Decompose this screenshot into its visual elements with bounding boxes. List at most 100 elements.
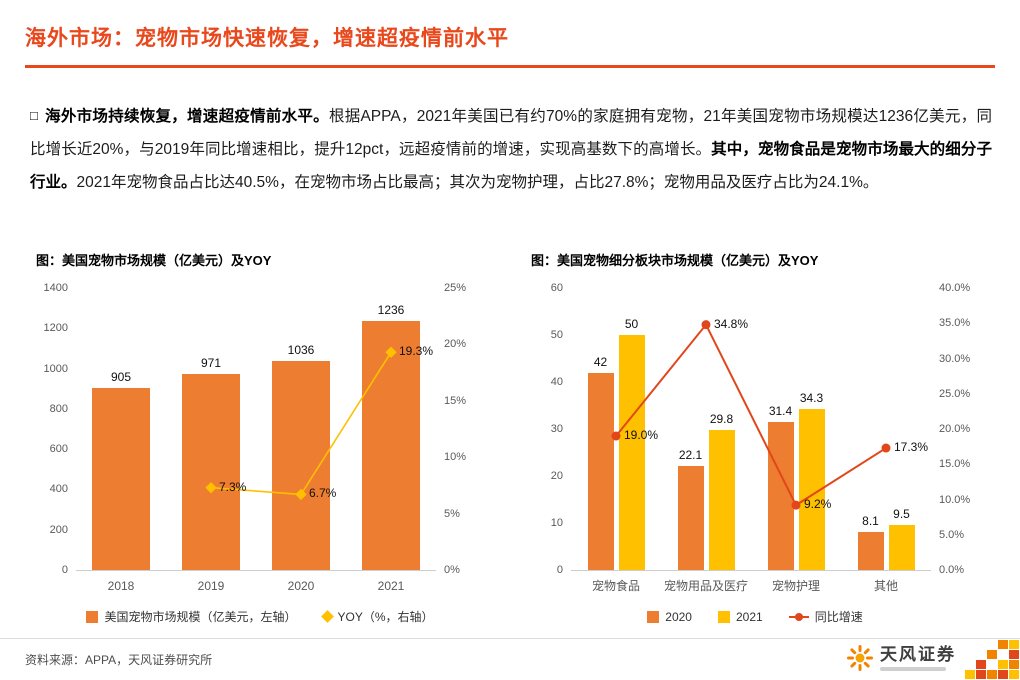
logo-subtext xyxy=(880,666,946,671)
y-axis-left-tick: 20 xyxy=(550,470,563,482)
x-category-label: 2020 xyxy=(287,579,315,593)
logo-text-block: 天风证券 xyxy=(880,644,956,671)
y-axis-left-tick: 30 xyxy=(550,423,563,435)
chart-legend: 美国宠物市场规模（亿美元，左轴） YOY（%，右轴） xyxy=(30,608,490,625)
line-value-label: 34.8% xyxy=(714,316,749,331)
legend-label: 美国宠物市场规模（亿美元，左轴） xyxy=(104,610,297,624)
y-axis-left-tick: 800 xyxy=(49,402,68,415)
x-category-label: 2018 xyxy=(107,579,135,593)
chart-title: 图：美国宠物市场规模（亿美元）及YOY xyxy=(36,253,272,268)
bar xyxy=(708,429,735,570)
bar-value-label: 42 xyxy=(593,354,608,369)
chart-title: 图：美国宠物细分板块市场规模（亿美元）及YOY xyxy=(531,253,819,268)
legend-square-swatch xyxy=(717,610,730,623)
corner-mosaic-decoration xyxy=(965,640,1019,679)
y-axis-right-tick: 5.0% xyxy=(939,528,965,541)
line-value-label: 9.2% xyxy=(804,497,832,512)
bar xyxy=(587,372,614,570)
y-axis-right-tick: 20% xyxy=(444,338,467,351)
chart-us-pet-segments: 图：美国宠物细分板块市场规模（亿美元）及YOY 0 10 20 30 40 50 60 0.0… xyxy=(525,250,985,628)
x-category-label: 宠物食品 xyxy=(591,579,640,593)
line-value-label: 19.3% xyxy=(399,344,434,359)
y-axis-right-tick: 10% xyxy=(444,451,467,464)
x-axis-line xyxy=(76,570,436,571)
bar-value-label: 50 xyxy=(624,317,639,331)
x-category-label: 宠物护理 xyxy=(771,579,820,593)
line-value-label: 7.3% xyxy=(219,479,247,494)
y-axis-left-tick: 50 xyxy=(550,329,563,341)
y-axis-right-tick: 25% xyxy=(444,282,467,294)
y-axis-left-tick: 60 xyxy=(550,282,563,294)
chart-us-pet-market-size: 图：美国宠物市场规模（亿美元）及YOY 0 200 400 600 800 1000 120… xyxy=(30,250,490,628)
y-axis-right-tick: 15% xyxy=(444,394,467,407)
y-axis-right-tick: 30.0% xyxy=(939,352,971,365)
legend-label: 同比增速 xyxy=(814,610,863,624)
source-note: 资料来源：APPA，天风证券研究所 xyxy=(25,653,213,667)
legend-diamond-marker xyxy=(320,610,334,623)
legend-item: 2021 xyxy=(717,609,763,624)
x-category-label: 其他 xyxy=(873,579,898,593)
summary-text-2: 2021年宠物食品占比达40.5%，在宠物市场占比最高；其次为宠物护理，占比27… xyxy=(76,174,879,191)
y-axis-left-tick: 0 xyxy=(556,564,563,576)
bar xyxy=(888,525,915,570)
bar xyxy=(857,531,884,570)
x-category-label: 2021 xyxy=(377,579,405,593)
bar-value-label: 905 xyxy=(110,369,132,384)
summary-bold-2: 其中，宠物食品是宠物市场最大的细分子行业。 xyxy=(30,141,992,191)
y-axis-right-tick: 10.0% xyxy=(939,493,971,506)
legend-item: 美国宠物市场规模（亿美元，左轴） xyxy=(86,608,297,625)
bar-value-label: 1236 xyxy=(377,303,405,318)
y-axis-left-tick: 10 xyxy=(550,517,563,529)
chart-plot-area: 0 200 400 600 800 1000 1200 1400 0% 5% 10% 15% 20% 25… xyxy=(30,250,490,628)
chart-plot-area: 0 10 20 30 40 50 60 0.0% 5.0% 10.0% 15.0% 20.0% 25.0… xyxy=(525,250,985,628)
chart-legend: 2020 2021 同比增速 xyxy=(525,608,985,625)
bar-value-label: 8.1 xyxy=(862,513,879,528)
legend-label: YOY（%，右轴） xyxy=(337,610,434,624)
y-axis-right-tick: 5% xyxy=(444,507,460,520)
bar-value-label: 34.3 xyxy=(799,390,824,405)
legend-line-marker xyxy=(788,612,809,621)
y-axis-right-tick: 15.0% xyxy=(939,458,971,471)
legend-label: 2020 xyxy=(665,609,692,624)
summary-bold-1: 海外市场持续恢复，增速超疫情前水平。 xyxy=(45,108,329,125)
y-axis-left-tick: 1200 xyxy=(43,322,68,335)
circle-line-marker xyxy=(881,443,891,453)
legend-label: 2021 xyxy=(735,609,763,624)
bar-value-label: 1036 xyxy=(287,343,315,358)
line-value-label: 17.3% xyxy=(894,440,929,455)
company-logo: 天风证券 xyxy=(847,645,956,671)
slide-header: 海外市场：宠物市场快速恢复，增速超疫情前水平 xyxy=(25,22,995,68)
bar xyxy=(677,466,704,570)
line-value-label: 6.7% xyxy=(309,486,337,501)
summary-paragraph: □ 海外市场持续恢复，增速超疫情前水平。根据APPA，2021年美国已有约70%的… xyxy=(30,100,992,199)
bar xyxy=(798,408,825,570)
bar-value-label: 29.8 xyxy=(709,411,734,426)
bullet-square-icon: □ xyxy=(30,108,39,123)
summary-text-1: 根据APPA，2021年美国已有约70%的家庭拥有宠物，21年美国宠物市场规模达… xyxy=(30,108,992,158)
bar xyxy=(767,422,794,570)
bar xyxy=(92,387,150,570)
y-axis-right-tick: 35.0% xyxy=(939,317,971,330)
y-axis-right-tick: 25.0% xyxy=(939,387,971,400)
footer-divider xyxy=(0,638,1020,639)
legend-item: YOY（%，右轴） xyxy=(320,608,434,625)
legend-dot-marker xyxy=(794,612,803,621)
legend-square-swatch xyxy=(647,610,660,623)
y-axis-left-tick: 0 xyxy=(61,564,68,576)
y-axis-right-tick: 20.0% xyxy=(939,423,971,435)
y-axis-left-tick: 40 xyxy=(550,376,563,388)
bar-value-label: 9.5 xyxy=(893,507,910,522)
y-axis-right-tick: 0.0% xyxy=(939,564,965,576)
y-axis-left-tick: 600 xyxy=(49,443,68,456)
logo-text: 天风证券 xyxy=(880,644,956,664)
x-category-label: 宠物用品及医疗 xyxy=(663,579,748,593)
x-category-label: 2019 xyxy=(197,579,225,593)
legend-item: 同比增速 xyxy=(788,608,863,625)
y-axis-left-tick: 400 xyxy=(49,483,68,496)
y-axis-right-tick: 0% xyxy=(444,564,460,576)
circle-line-marker xyxy=(701,320,711,330)
y-axis-left-tick: 1400 xyxy=(43,282,68,294)
sun-logo-icon xyxy=(847,645,873,671)
legend-item: 2020 xyxy=(647,610,692,624)
